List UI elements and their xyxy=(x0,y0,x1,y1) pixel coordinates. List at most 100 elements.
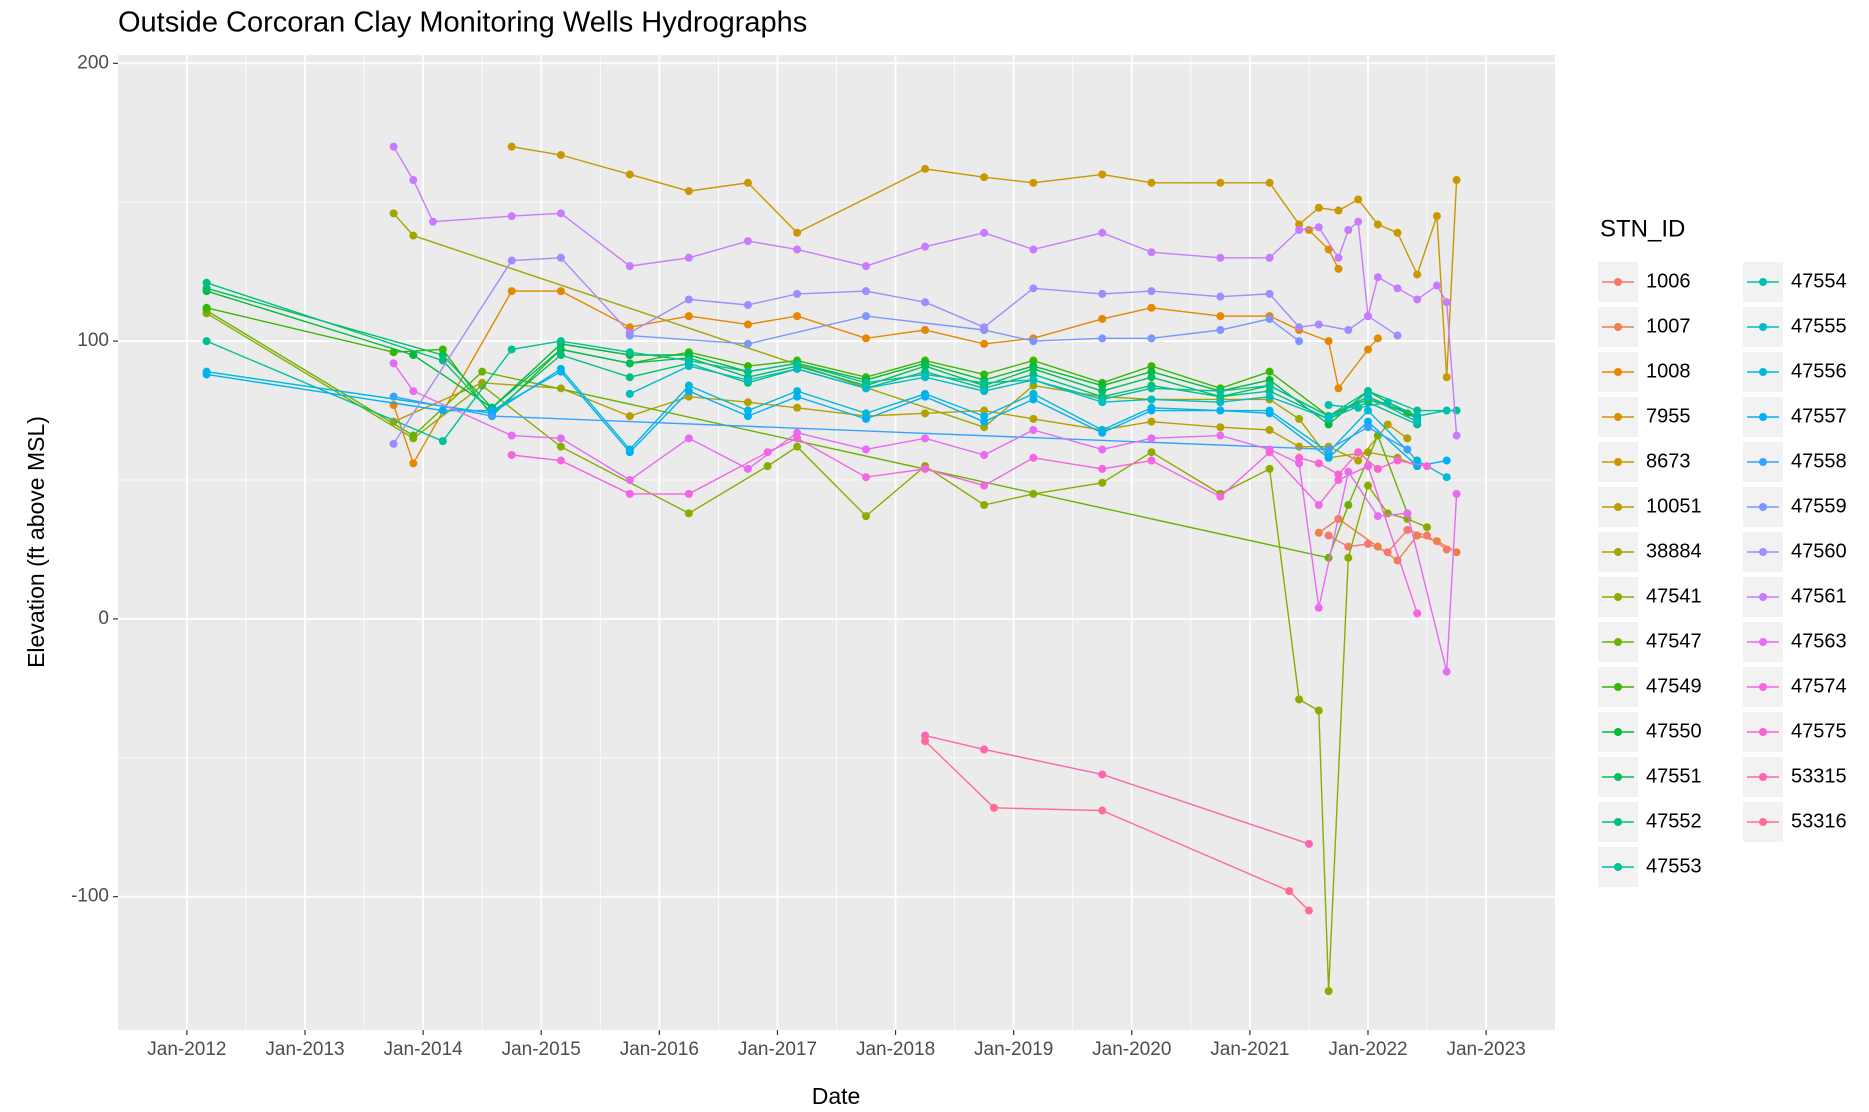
data-point xyxy=(1295,695,1304,704)
data-point xyxy=(202,303,211,312)
data-point xyxy=(1147,456,1156,465)
data-point xyxy=(438,437,447,446)
data-point xyxy=(1098,478,1107,487)
y-tick-label: -100 xyxy=(71,886,109,907)
data-point xyxy=(1413,295,1422,304)
data-point xyxy=(684,253,693,262)
data-point xyxy=(389,359,398,368)
x-tick-label: Jan-2012 xyxy=(147,1039,226,1060)
data-point xyxy=(980,339,989,348)
data-point xyxy=(1314,706,1323,715)
data-point xyxy=(1098,806,1107,815)
data-point xyxy=(1029,453,1038,462)
legend-key-point xyxy=(1614,278,1622,286)
legend-key-point xyxy=(1614,818,1622,826)
legend-label: 47558 xyxy=(1791,450,1847,472)
data-point xyxy=(1363,387,1372,396)
x-tick-label: Jan-2020 xyxy=(1092,1039,1171,1060)
data-point xyxy=(1265,367,1274,376)
data-point xyxy=(1147,287,1156,296)
data-point xyxy=(1423,462,1432,471)
data-point xyxy=(625,373,634,382)
data-point xyxy=(1265,387,1274,396)
data-point xyxy=(684,489,693,498)
data-point xyxy=(1295,337,1304,346)
legend-label: 47563 xyxy=(1791,630,1847,652)
data-point xyxy=(1373,273,1382,282)
data-point xyxy=(409,459,418,468)
data-point xyxy=(1265,314,1274,323)
data-point xyxy=(1098,170,1107,179)
data-point xyxy=(1265,392,1274,401)
data-point xyxy=(1314,603,1323,612)
data-point xyxy=(507,212,516,221)
data-point xyxy=(1314,501,1323,509)
data-point xyxy=(1216,253,1225,262)
data-point xyxy=(1334,384,1343,393)
legend-label: 47547 xyxy=(1646,630,1702,652)
data-point xyxy=(921,737,930,746)
legend-key-point xyxy=(1614,863,1622,871)
data-point xyxy=(1363,481,1372,490)
data-point xyxy=(684,295,693,304)
data-point xyxy=(743,398,752,407)
legend-label: 47556 xyxy=(1791,360,1847,382)
data-point xyxy=(980,323,989,332)
series-line xyxy=(393,382,1408,462)
data-point xyxy=(507,431,516,440)
data-point xyxy=(1147,334,1156,343)
data-point xyxy=(1216,398,1225,407)
data-point xyxy=(1029,376,1038,384)
data-point xyxy=(1324,987,1333,996)
legend-label: 47575 xyxy=(1791,720,1847,742)
data-point xyxy=(409,231,418,240)
data-point xyxy=(1403,509,1412,518)
data-point xyxy=(1334,253,1343,262)
data-point xyxy=(1413,412,1422,421)
data-point xyxy=(1147,417,1156,426)
data-point xyxy=(862,512,871,521)
data-point xyxy=(507,287,516,296)
data-point xyxy=(625,476,634,484)
data-point xyxy=(793,442,802,451)
data-point xyxy=(1393,331,1402,340)
data-point xyxy=(1373,542,1382,551)
legend-key-point xyxy=(1759,593,1767,601)
data-point xyxy=(862,384,871,393)
data-point xyxy=(428,217,437,226)
data-point xyxy=(1393,284,1402,293)
data-point xyxy=(389,439,398,448)
series-line xyxy=(924,734,1310,845)
data-point xyxy=(1098,770,1107,779)
data-point xyxy=(1285,887,1294,896)
data-point xyxy=(438,406,447,415)
data-point xyxy=(1442,373,1451,382)
data-point xyxy=(556,151,565,159)
data-point xyxy=(1147,384,1156,393)
data-point xyxy=(1432,537,1441,546)
data-point xyxy=(862,262,871,271)
data-point xyxy=(1354,217,1363,226)
data-point xyxy=(1324,245,1333,254)
legend-label: 47560 xyxy=(1791,540,1847,562)
legend-label: 47553 xyxy=(1646,855,1702,877)
data-point xyxy=(980,412,989,421)
data-point xyxy=(793,228,802,237)
data-point xyxy=(793,359,802,368)
data-point xyxy=(1029,426,1038,434)
legend-label: 47549 xyxy=(1646,675,1702,697)
data-point xyxy=(1265,253,1274,262)
data-point xyxy=(488,406,497,415)
data-point xyxy=(1295,442,1304,451)
legend-key-point xyxy=(1759,818,1767,826)
y-tick-label: 200 xyxy=(77,52,109,73)
data-point xyxy=(1314,459,1323,468)
data-point xyxy=(1265,426,1274,434)
data-point xyxy=(1029,284,1038,293)
data-point xyxy=(684,434,693,443)
data-point xyxy=(1452,406,1461,415)
data-point xyxy=(1324,401,1333,409)
legend-key-point xyxy=(1614,683,1622,691)
data-point xyxy=(389,392,398,401)
data-point xyxy=(556,442,565,451)
